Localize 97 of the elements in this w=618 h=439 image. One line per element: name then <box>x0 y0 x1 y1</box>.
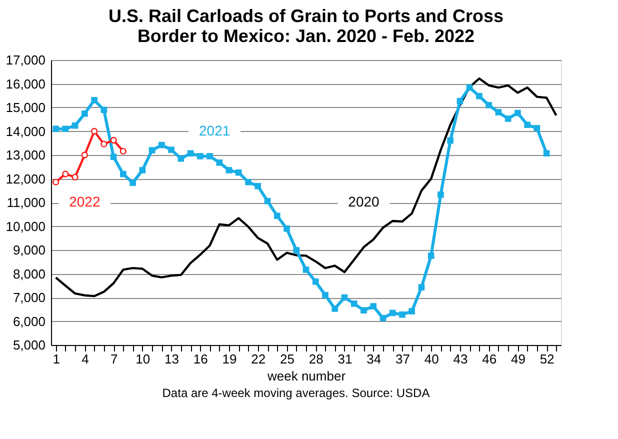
point <box>389 310 396 316</box>
x-tick-label: 31 <box>338 352 352 366</box>
y-tick-label: 11,000 <box>6 195 46 210</box>
point <box>302 266 310 273</box>
point <box>543 150 550 156</box>
point <box>254 182 262 190</box>
point <box>370 303 377 310</box>
point <box>81 152 88 158</box>
point <box>110 154 117 160</box>
x-tick-label: 46 <box>482 352 497 366</box>
point <box>360 307 367 314</box>
point <box>466 84 473 91</box>
x-tick-label: 34 <box>366 352 382 366</box>
point <box>322 292 328 298</box>
x-tick-label: 22 <box>251 352 266 366</box>
x-tick-label: 13 <box>164 352 180 366</box>
point <box>534 125 540 132</box>
x-tick-label: 10 <box>136 352 150 366</box>
point <box>524 122 530 128</box>
point <box>110 136 117 144</box>
y-tick-label: 16,000 <box>6 76 46 92</box>
point <box>72 174 78 180</box>
point <box>226 167 232 174</box>
point <box>62 170 69 178</box>
point <box>90 128 98 135</box>
point <box>52 178 60 186</box>
y-tick-label: 14,000 <box>6 124 46 139</box>
x-tick-label: 19 <box>222 352 237 366</box>
x-tick-label: 7 <box>110 352 118 366</box>
point <box>100 140 108 148</box>
point <box>72 122 78 129</box>
point <box>408 308 416 314</box>
point <box>168 146 174 153</box>
y-tick-label: 17,000 <box>6 52 46 68</box>
text: Data are 4-week moving averages. Source: USDA <box>162 386 430 400</box>
point <box>206 153 213 160</box>
point <box>82 110 88 117</box>
point <box>264 198 271 204</box>
point <box>504 116 512 122</box>
y-tick-label: 15,000 <box>6 100 46 115</box>
point <box>350 300 358 307</box>
y-tick-label: 7,000 <box>12 290 46 305</box>
point <box>284 225 290 232</box>
point <box>341 294 348 301</box>
point <box>486 102 492 108</box>
x-tick-label: 52 <box>540 352 554 366</box>
y-tick-label: 13,000 <box>6 148 46 162</box>
chart-title: U.S. Rail Carloads of Grain to Ports and Cross Border to Mexico: Jan. 2020 - Feb. 2022 <box>108 6 504 46</box>
y-tick-label: 9,000 <box>12 242 46 258</box>
point <box>187 150 194 156</box>
point <box>428 252 434 259</box>
point <box>216 159 223 166</box>
point <box>196 153 204 160</box>
point <box>293 247 300 254</box>
point <box>312 278 319 285</box>
point <box>52 126 59 132</box>
point <box>100 106 108 114</box>
point <box>514 110 521 116</box>
x-tick-label: 4 <box>82 352 89 366</box>
x-tick-label: 1 <box>52 352 60 366</box>
point <box>447 137 454 144</box>
y-tick-label: 12,000 <box>6 171 46 186</box>
point <box>418 284 425 290</box>
series-label: 2021 <box>199 122 230 138</box>
series-label: 2020 <box>348 194 380 210</box>
y-tick-label: 8,000 <box>12 266 46 282</box>
x-tick-label: 43 <box>453 352 468 366</box>
point <box>158 142 165 148</box>
point <box>91 96 98 104</box>
point <box>62 126 69 132</box>
point <box>456 98 464 104</box>
x-tick-label: 28 <box>308 352 324 366</box>
x-tick-label: 16 <box>193 352 208 366</box>
point <box>438 192 444 198</box>
point <box>235 169 242 176</box>
point <box>274 212 280 219</box>
point <box>148 147 156 154</box>
y-tick-label: 5,000 <box>12 338 46 352</box>
x-axis-title: week number <box>266 368 346 384</box>
point <box>130 180 136 186</box>
point <box>476 92 482 100</box>
point <box>120 148 127 155</box>
y-tick-label: 6,000 <box>12 314 46 329</box>
x-tick-label: 25 <box>280 352 294 366</box>
x-tick-label: 49 <box>510 352 526 366</box>
point <box>245 178 252 186</box>
point <box>139 167 146 174</box>
point <box>399 311 406 318</box>
y-tick-label: 10,000 <box>6 218 46 234</box>
series-label: 2022 <box>69 194 100 210</box>
point <box>495 109 502 116</box>
x-tick-label: 40 <box>424 352 439 366</box>
point <box>380 315 386 322</box>
point <box>120 170 126 178</box>
point <box>332 306 338 312</box>
point <box>178 155 184 162</box>
x-tick-label: 37 <box>395 352 410 366</box>
